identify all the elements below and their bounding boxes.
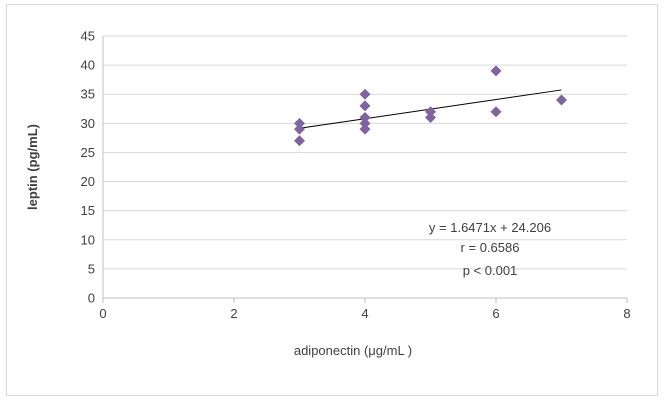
x-tick-label: 0 xyxy=(99,306,106,321)
y-tick-label: 40 xyxy=(81,58,95,73)
data-point xyxy=(425,106,436,118)
data-point xyxy=(359,88,371,100)
data-point xyxy=(359,123,371,135)
y-tick-label: 45 xyxy=(81,29,95,44)
x-tick-label: 4 xyxy=(361,306,368,321)
data-point xyxy=(359,112,371,124)
y-tick-label: 10 xyxy=(81,232,95,247)
y-tick-label: 15 xyxy=(81,203,95,218)
data-points xyxy=(294,65,567,147)
p-annotation: p < 0.001 xyxy=(463,263,518,278)
x-tick-label: 2 xyxy=(230,306,237,321)
y-tick-label: 0 xyxy=(88,291,95,306)
equation-annotation: y = 1.6471x + 24.206 xyxy=(429,220,551,235)
x-axis-label: adiponectin (μg/mL ) xyxy=(294,343,412,358)
data-point xyxy=(359,100,371,112)
y-tick-label: 25 xyxy=(81,145,95,160)
data-point xyxy=(359,117,371,129)
x-tick-label: 6 xyxy=(492,306,499,321)
y-tick-label: 35 xyxy=(81,87,95,102)
x-tick-labels: 0 2 4 6 8 xyxy=(99,306,630,321)
data-point xyxy=(490,106,502,118)
x-tick-label: 8 xyxy=(623,306,630,321)
regression-annotations: y = 1.6471x + 24.206 r = 0.6586 p < 0.00… xyxy=(429,220,551,278)
r-annotation: r = 0.6586 xyxy=(461,240,520,255)
y-tick-label: 20 xyxy=(81,174,95,189)
data-point xyxy=(556,94,567,106)
y-tick-label: 5 xyxy=(88,261,95,276)
y-tick-label: 30 xyxy=(81,116,95,131)
y-tick-labels: 0 5 10 15 20 25 30 35 40 45 xyxy=(81,29,95,306)
y-axis-label: leptin (pg/mL) xyxy=(25,124,40,210)
axes xyxy=(102,36,628,303)
data-point xyxy=(294,123,305,135)
data-point xyxy=(294,135,305,147)
data-point xyxy=(294,117,305,129)
data-point xyxy=(490,65,502,77)
data-point xyxy=(425,112,436,124)
